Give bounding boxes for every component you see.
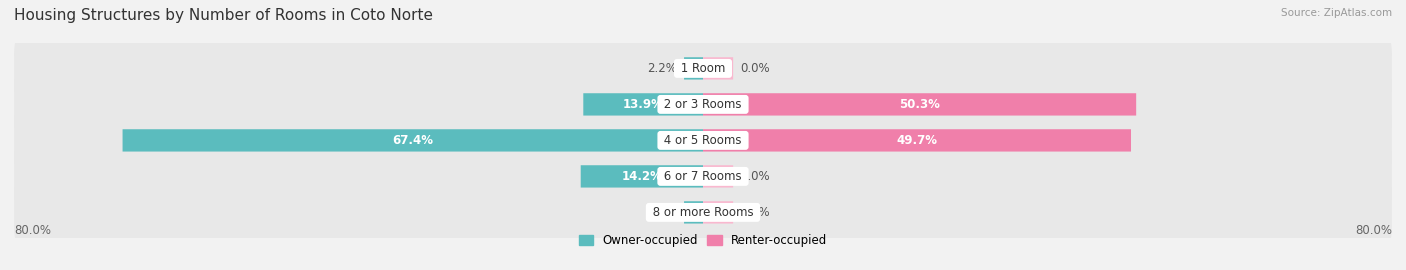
Text: 4 or 5 Rooms: 4 or 5 Rooms xyxy=(661,134,745,147)
Bar xyxy=(14,200,1392,225)
Text: 49.7%: 49.7% xyxy=(897,134,938,147)
Text: 50.3%: 50.3% xyxy=(900,98,941,111)
FancyBboxPatch shape xyxy=(703,57,733,80)
FancyBboxPatch shape xyxy=(703,93,1136,116)
Text: 14.2%: 14.2% xyxy=(621,170,662,183)
Text: 0.0%: 0.0% xyxy=(740,170,769,183)
Text: 80.0%: 80.0% xyxy=(1355,224,1392,237)
Text: 1 Room: 1 Room xyxy=(676,62,730,75)
FancyBboxPatch shape xyxy=(685,57,703,80)
Bar xyxy=(14,164,1392,189)
FancyBboxPatch shape xyxy=(685,201,703,224)
Legend: Owner-occupied, Renter-occupied: Owner-occupied, Renter-occupied xyxy=(579,234,827,247)
FancyBboxPatch shape xyxy=(703,201,733,224)
Text: 8 or more Rooms: 8 or more Rooms xyxy=(648,206,758,219)
Text: 13.9%: 13.9% xyxy=(623,98,664,111)
FancyBboxPatch shape xyxy=(703,129,1130,151)
FancyBboxPatch shape xyxy=(14,182,1392,243)
FancyBboxPatch shape xyxy=(14,38,1392,99)
FancyBboxPatch shape xyxy=(14,146,1392,207)
FancyBboxPatch shape xyxy=(583,93,703,116)
Bar xyxy=(14,128,1392,153)
Bar xyxy=(14,56,1392,81)
Bar xyxy=(14,92,1392,117)
Text: 2 or 3 Rooms: 2 or 3 Rooms xyxy=(661,98,745,111)
Text: 80.0%: 80.0% xyxy=(14,224,51,237)
Text: 0.0%: 0.0% xyxy=(740,62,769,75)
Text: Housing Structures by Number of Rooms in Coto Norte: Housing Structures by Number of Rooms in… xyxy=(14,8,433,23)
FancyBboxPatch shape xyxy=(122,129,703,151)
FancyBboxPatch shape xyxy=(14,74,1392,135)
Text: Source: ZipAtlas.com: Source: ZipAtlas.com xyxy=(1281,8,1392,18)
Text: 67.4%: 67.4% xyxy=(392,134,433,147)
Text: 0.0%: 0.0% xyxy=(740,206,769,219)
FancyBboxPatch shape xyxy=(703,165,733,188)
Text: 2.2%: 2.2% xyxy=(647,206,678,219)
Text: 6 or 7 Rooms: 6 or 7 Rooms xyxy=(661,170,745,183)
FancyBboxPatch shape xyxy=(14,110,1392,171)
FancyBboxPatch shape xyxy=(581,165,703,188)
Text: 2.2%: 2.2% xyxy=(647,62,678,75)
